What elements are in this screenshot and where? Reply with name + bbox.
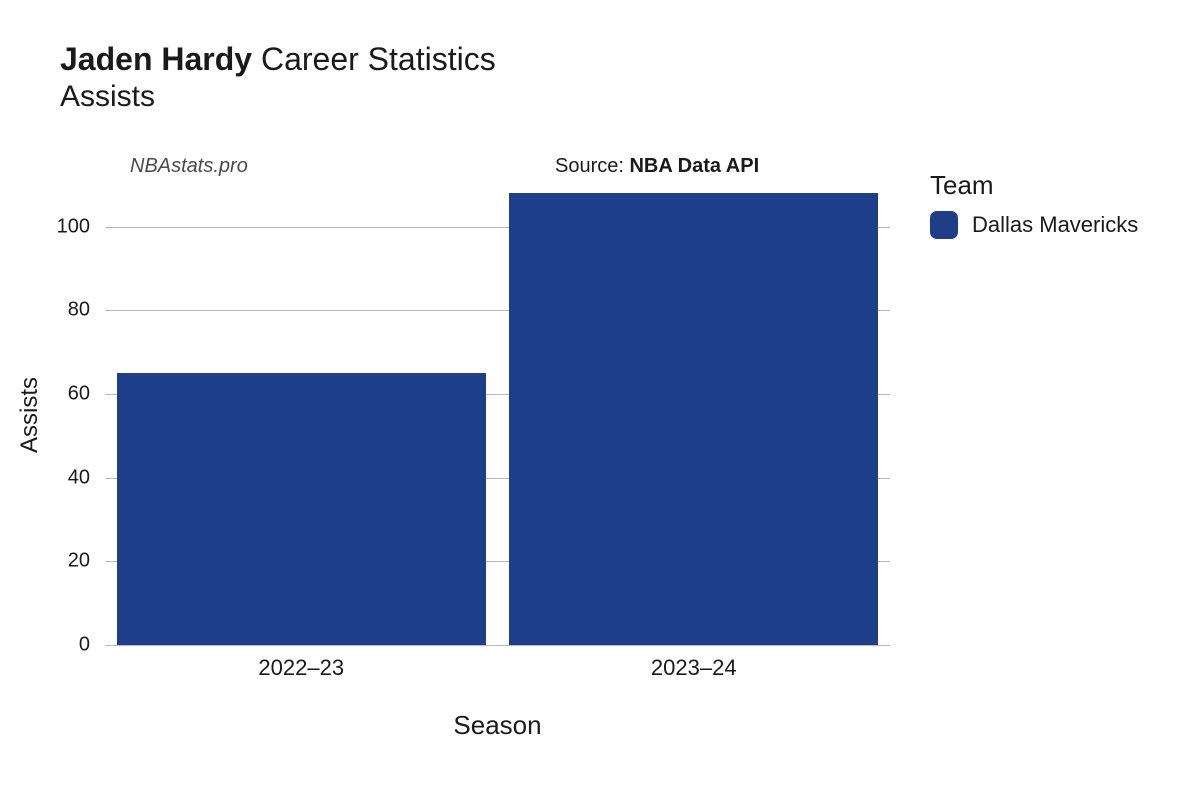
y-tick-label: 80 <box>30 299 90 322</box>
title-block: Jaden Hardy Career Statistics Assists <box>60 40 496 114</box>
chart-container: Jaden Hardy Career Statistics Assists NB… <box>0 0 1200 800</box>
chart-title: Jaden Hardy Career Statistics <box>60 40 496 78</box>
legend-item-label: Dallas Mavericks <box>972 212 1138 238</box>
source-prefix: Source: <box>555 155 629 177</box>
y-tick-label: 100 <box>30 215 90 238</box>
y-tick-label: 0 <box>30 634 90 657</box>
y-tick-label: 20 <box>30 550 90 573</box>
chart-subtitle: Assists <box>60 80 496 114</box>
bar <box>509 193 878 645</box>
x-axis-label: Season <box>453 710 541 741</box>
legend-item: Dallas Mavericks <box>930 211 1138 239</box>
plot-area: Assists Season 0204060801002022–232023–2… <box>105 185 890 645</box>
source-label: Source: NBA Data API <box>555 155 759 178</box>
legend: Team Dallas Mavericks <box>930 170 1138 239</box>
bar <box>117 373 486 645</box>
x-tick-label: 2023–24 <box>651 655 737 681</box>
gridline <box>105 645 890 646</box>
y-tick-label: 60 <box>30 383 90 406</box>
y-tick-label: 40 <box>30 466 90 489</box>
x-tick-label: 2022–23 <box>258 655 344 681</box>
legend-swatch <box>930 211 958 239</box>
source-name: NBA Data API <box>629 155 759 177</box>
title-player-name: Jaden Hardy <box>60 41 252 77</box>
watermark-text: NBAstats.pro <box>130 155 248 178</box>
title-rest: Career Statistics <box>252 41 496 77</box>
legend-title: Team <box>930 170 1138 201</box>
